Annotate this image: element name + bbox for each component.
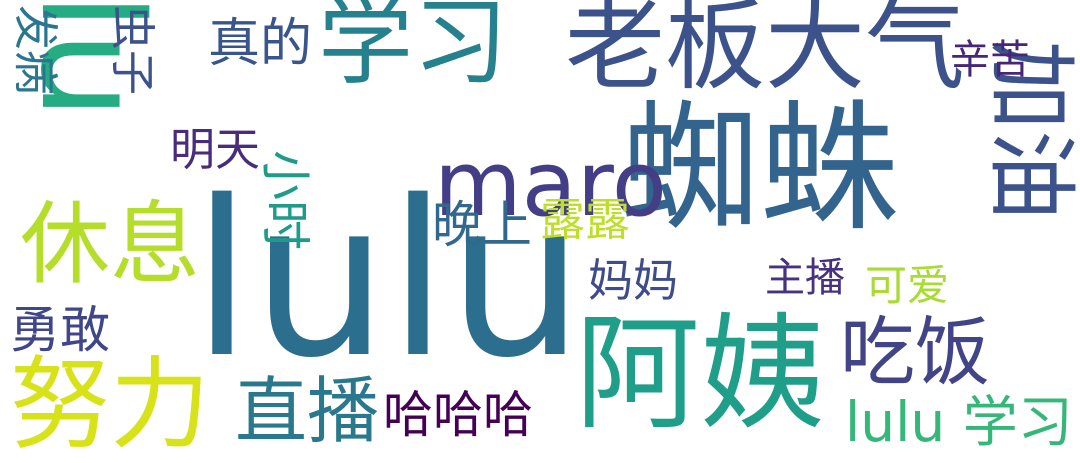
word-mom: 妈妈 [588,254,679,307]
word-livestream: 直播 [235,369,380,453]
word-flare-up: 发病 [9,5,62,96]
word-auntie: 阿姨 [575,302,825,447]
word-spider: 蜘蛛 [620,88,901,251]
word-cute: 可爱 [865,261,950,310]
word-bug: 虫子 [106,5,159,96]
word-lulu-study: lulu 学习 [845,390,1073,454]
word-hahaha: 哈哈哈 [383,386,533,444]
word-brave: 勇敢 [10,301,110,359]
word-maro: maro [434,132,667,237]
word-really: 真的 [208,14,313,74]
word-lulu: lulu [192,154,584,405]
word-eat: 吃饭 [840,308,991,396]
word-effort: 努力 [10,346,210,463]
word-evening: 晚上 [432,196,532,254]
word-lulu-dewy: 露露 [540,193,631,246]
word-hour: 小时 [256,150,314,250]
word-rest: 休息 [20,192,200,297]
word-study: 学习 [318,0,509,98]
word-tomorrow: 明天 [170,123,261,176]
word-hard-work: 辛苦 [950,37,1030,83]
word-host: 主播 [765,255,845,301]
word-boss-generous: 老板大气 [565,0,965,104]
